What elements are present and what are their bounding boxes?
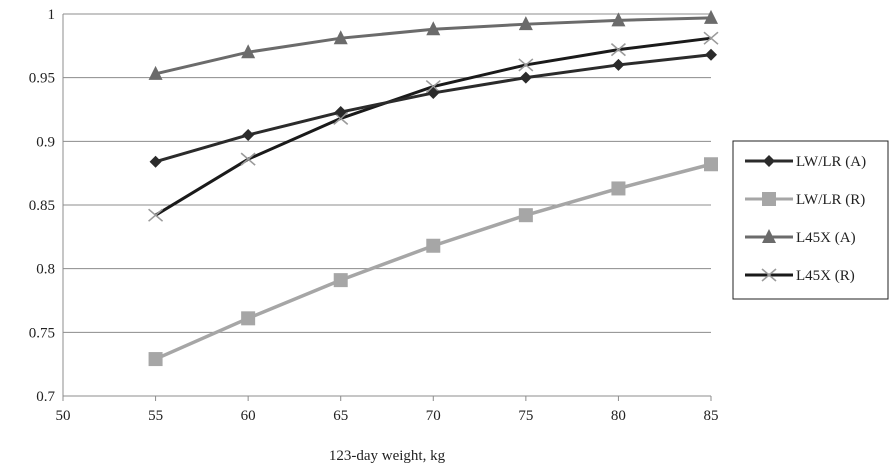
x-tick-label: 85 xyxy=(704,408,719,424)
diamond-marker xyxy=(519,71,532,84)
triangle-marker xyxy=(426,21,441,36)
square-marker xyxy=(148,352,163,367)
x-marker-stroke xyxy=(240,152,256,166)
x-marker xyxy=(518,58,534,72)
square-marker xyxy=(762,192,776,206)
y-tick-label: 0.8 xyxy=(36,262,55,278)
x-tick-labels: 50 55 60 65 70 75 80 85 xyxy=(56,408,719,424)
x-marker-stroke xyxy=(610,43,626,57)
diamond-marker xyxy=(612,58,625,71)
triangle-marker xyxy=(241,44,256,59)
legend-item: LW/LR (R) xyxy=(745,192,865,208)
y-tick-label: 0.7 xyxy=(36,389,55,405)
x-marker-stroke xyxy=(703,31,719,45)
triangle-marker xyxy=(762,229,776,243)
legend-label: LW/LR (A) xyxy=(796,154,866,170)
square-marker xyxy=(333,273,348,288)
gridlines xyxy=(63,13,711,333)
square-marker xyxy=(241,311,256,326)
x-marker xyxy=(703,31,719,45)
triangle-marker xyxy=(333,30,348,45)
x-marker-stroke xyxy=(518,58,534,72)
diamond-marker xyxy=(242,128,255,141)
x-tick-label: 55 xyxy=(148,408,163,424)
diamond-marker xyxy=(149,155,162,168)
x-tick-label: 80 xyxy=(611,408,626,424)
legend-item: L45X (R) xyxy=(745,268,855,284)
x-tick-label: 65 xyxy=(333,408,348,424)
x-marker-stroke xyxy=(148,208,164,222)
series-line xyxy=(155,53,712,164)
legend-item: LW/LR (A) xyxy=(745,154,866,170)
y-tick-label: 1 xyxy=(48,7,56,23)
legend: LW/LR (A) LW/LR (R) L45X (A) L45X (R) xyxy=(732,140,889,300)
diamond-marker xyxy=(334,106,347,119)
x-tick-label: 50 xyxy=(56,408,71,424)
diamond-marker xyxy=(427,86,440,99)
square-marker xyxy=(518,208,533,223)
diamond-marker xyxy=(763,155,775,167)
x-tick-label: 75 xyxy=(518,408,533,424)
series-line xyxy=(154,162,712,361)
triangle-marker xyxy=(148,65,163,80)
y-tick-label: 0.95 xyxy=(29,71,55,87)
x-marker-stroke xyxy=(425,79,441,94)
x-marker xyxy=(425,79,441,94)
x-tick-label: 60 xyxy=(241,408,256,424)
x-axis-title: 123-day weight, kg xyxy=(329,448,446,464)
series-l45x-r xyxy=(148,31,719,222)
x-marker xyxy=(610,43,626,57)
square-marker xyxy=(704,157,718,172)
triangle-marker xyxy=(518,16,533,31)
y-tick-label: 0.75 xyxy=(29,325,55,341)
diamond-marker xyxy=(705,48,717,61)
legend-item: L45X (A) xyxy=(745,229,856,246)
square-marker xyxy=(426,238,441,253)
y-tick-label: 0.9 xyxy=(36,134,55,150)
square-marker xyxy=(611,181,626,196)
x-marker xyxy=(240,152,256,166)
legend-label: LW/LR (R) xyxy=(796,192,865,208)
legend-label: L45X (A) xyxy=(796,230,856,246)
legend-label: L45X (R) xyxy=(796,268,855,284)
triangle-marker xyxy=(704,9,718,24)
triangle-marker xyxy=(611,12,626,27)
y-tick-label: 0.85 xyxy=(29,198,55,214)
series-l45x-a xyxy=(148,9,718,80)
series-lw-lr-a xyxy=(149,48,717,168)
series-lw-lr-r xyxy=(148,157,718,367)
series-layer xyxy=(148,9,719,367)
y-tick-labels: 0.7 0.75 0.8 0.85 0.9 0.95 1 xyxy=(29,7,56,405)
x-marker-stroke xyxy=(761,268,777,282)
legend-box xyxy=(732,140,889,300)
x-marker xyxy=(761,268,777,282)
x-tick-label: 70 xyxy=(426,408,441,424)
x-marker-stroke xyxy=(333,111,349,126)
axes xyxy=(62,14,712,401)
x-marker xyxy=(148,208,164,222)
